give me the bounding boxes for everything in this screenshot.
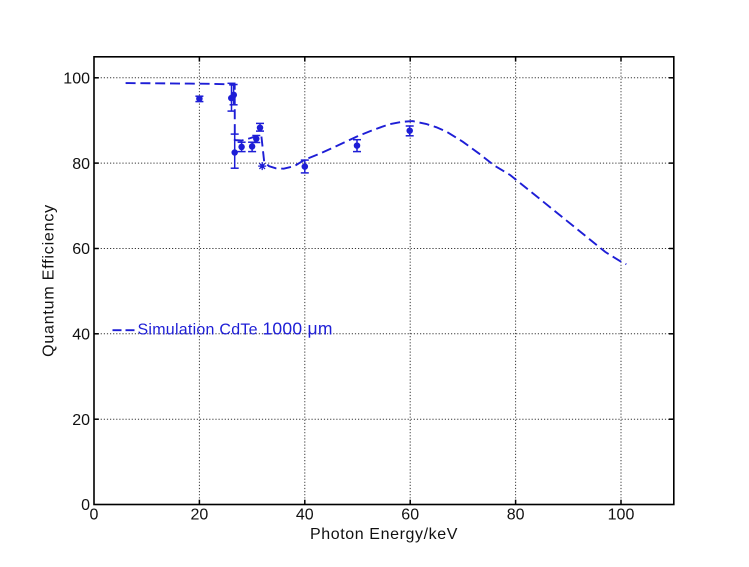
svg-text:40: 40: [72, 327, 90, 344]
svg-text:0: 0: [81, 497, 90, 514]
svg-text:Quantum Efficiency: Quantum Efficiency: [41, 204, 58, 357]
svg-text:80: 80: [507, 507, 525, 524]
svg-text:0: 0: [90, 507, 99, 524]
svg-text:60: 60: [72, 241, 90, 258]
svg-text:100: 100: [608, 507, 635, 524]
svg-text:Photon Energy/keV: Photon Energy/keV: [310, 526, 458, 543]
svg-text:20: 20: [191, 507, 209, 524]
svg-text:20: 20: [72, 412, 90, 429]
svg-text:60: 60: [401, 507, 419, 524]
svg-text:Simulation CdTe 1000 μm: Simulation CdTe 1000 μm: [138, 319, 333, 339]
svg-text:40: 40: [296, 507, 314, 524]
svg-text:80: 80: [72, 156, 90, 173]
svg-text:100: 100: [63, 71, 90, 88]
